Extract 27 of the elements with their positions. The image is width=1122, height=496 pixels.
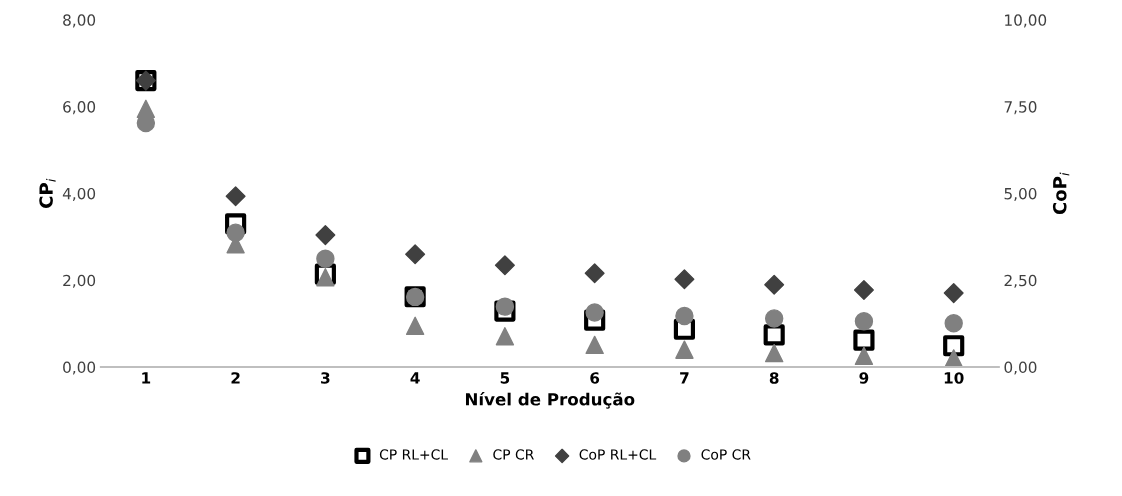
y-tick-label: 6,00 xyxy=(63,101,96,115)
y-tick-label: 4,00 xyxy=(62,187,96,202)
x-tick-label: 10 xyxy=(944,372,964,384)
legend-label: CP RL+CL xyxy=(379,449,448,460)
y2-tick-label: 7,50 xyxy=(1004,101,1037,115)
legend-label: CP CR xyxy=(493,449,534,460)
y-tick-label: 8,00 xyxy=(63,14,96,28)
x-tick-label: 1 xyxy=(142,372,151,384)
y-tick-label: 2,00 xyxy=(63,274,96,288)
x-tick-label: 6 xyxy=(590,372,600,384)
x-tick-label: 5 xyxy=(500,372,510,384)
y2-axis-title: CoP$_{i}$ xyxy=(1052,172,1070,215)
y-axis-title: CP$_{i}$ xyxy=(39,178,56,208)
y2-tick-label: 0,00 xyxy=(1004,361,1037,375)
y2-tick-label: 2,50 xyxy=(1004,274,1037,288)
x-tick-label: 2 xyxy=(231,372,240,384)
legend-label: CoP RL+CL xyxy=(579,449,657,460)
legend-label: CoP CR xyxy=(701,449,751,460)
x-tick-label: 9 xyxy=(859,372,869,384)
x-axis-title: Nível de Produção xyxy=(465,392,635,409)
x-tick-label: 7 xyxy=(680,372,689,384)
y2-tick-label: 5,00 xyxy=(1004,187,1037,202)
x-tick-label: 4 xyxy=(410,372,420,384)
y2-tick-label: 10,00 xyxy=(1005,14,1047,28)
x-tick-label: 8 xyxy=(769,372,779,384)
x-tick-label: 3 xyxy=(321,372,330,384)
y-tick-label: 0,00 xyxy=(63,361,96,375)
